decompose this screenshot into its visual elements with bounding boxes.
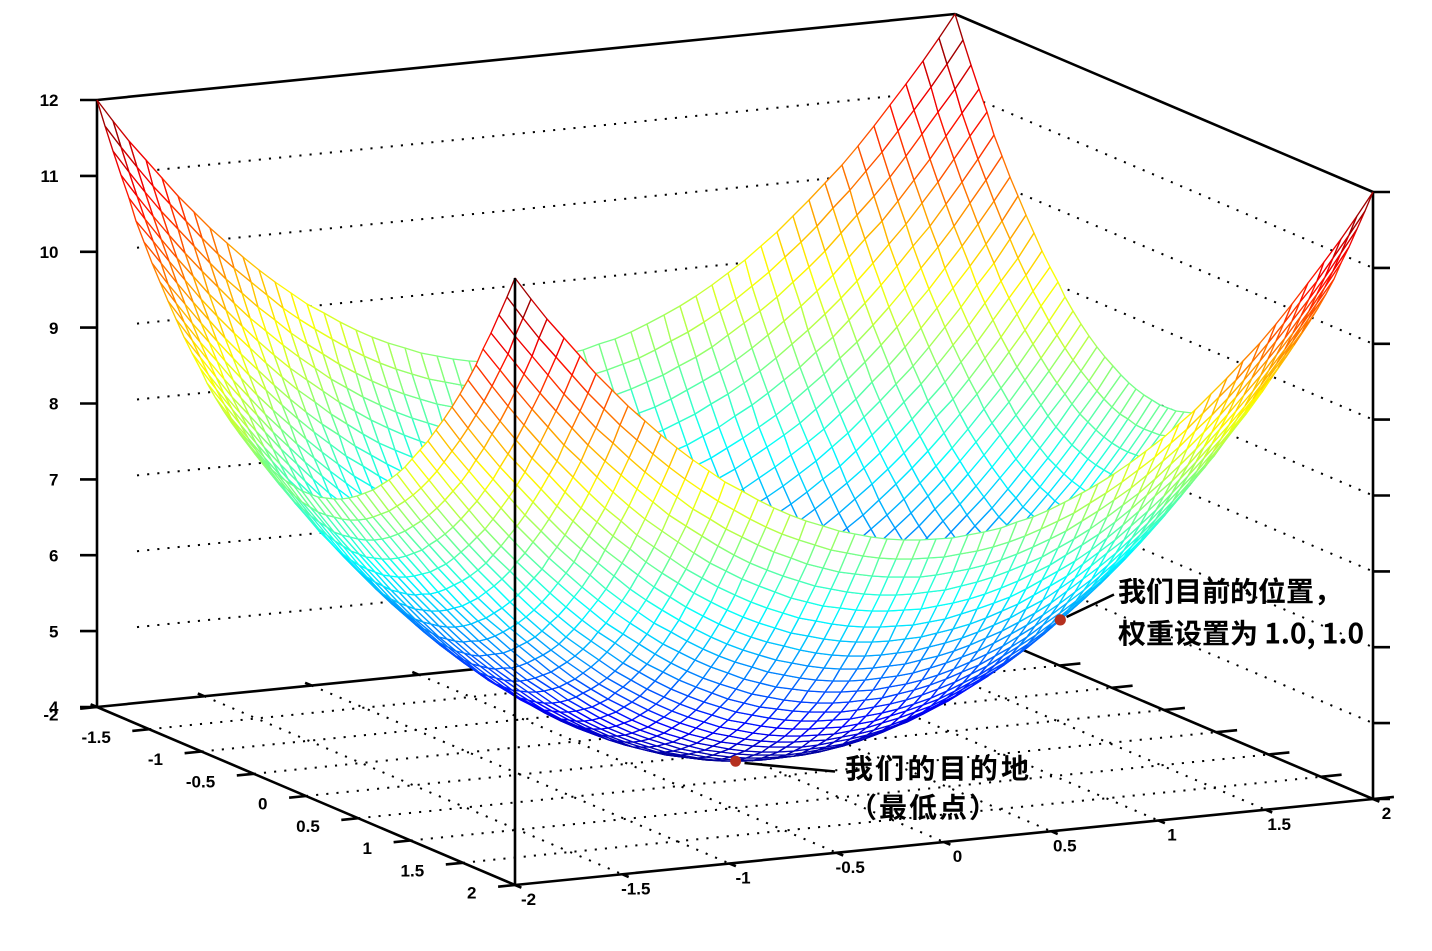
svg-text:-0.5: -0.5 [836, 858, 865, 877]
svg-text:-1: -1 [735, 869, 750, 888]
svg-text:1: 1 [1167, 826, 1176, 845]
svg-text:9: 9 [49, 319, 58, 338]
svg-text:7: 7 [49, 471, 58, 490]
svg-text:5: 5 [49, 622, 58, 641]
svg-text:0.5: 0.5 [1053, 837, 1077, 856]
svg-text:-2: -2 [521, 890, 536, 909]
svg-text:1: 1 [363, 839, 372, 858]
svg-text:1.5: 1.5 [1267, 815, 1291, 834]
svg-text:2: 2 [1382, 804, 1391, 823]
svg-text:4: 4 [49, 698, 59, 717]
svg-text:-1.5: -1.5 [82, 728, 111, 747]
svg-text:8: 8 [49, 395, 58, 414]
svg-text:11: 11 [41, 167, 59, 186]
svg-text:12: 12 [40, 91, 59, 110]
svg-text:-0.5: -0.5 [186, 773, 215, 792]
svg-text:0.5: 0.5 [296, 817, 320, 836]
svg-text:6: 6 [49, 547, 58, 566]
svg-text:-2: -2 [43, 706, 58, 725]
svg-text:-1: -1 [148, 750, 163, 769]
svg-text:0: 0 [258, 795, 267, 814]
svg-text:1.5: 1.5 [401, 862, 425, 881]
svg-text:10: 10 [40, 243, 59, 262]
svg-text:0: 0 [953, 847, 962, 866]
svg-text:-1.5: -1.5 [621, 880, 650, 899]
svg-text:2: 2 [467, 884, 476, 903]
